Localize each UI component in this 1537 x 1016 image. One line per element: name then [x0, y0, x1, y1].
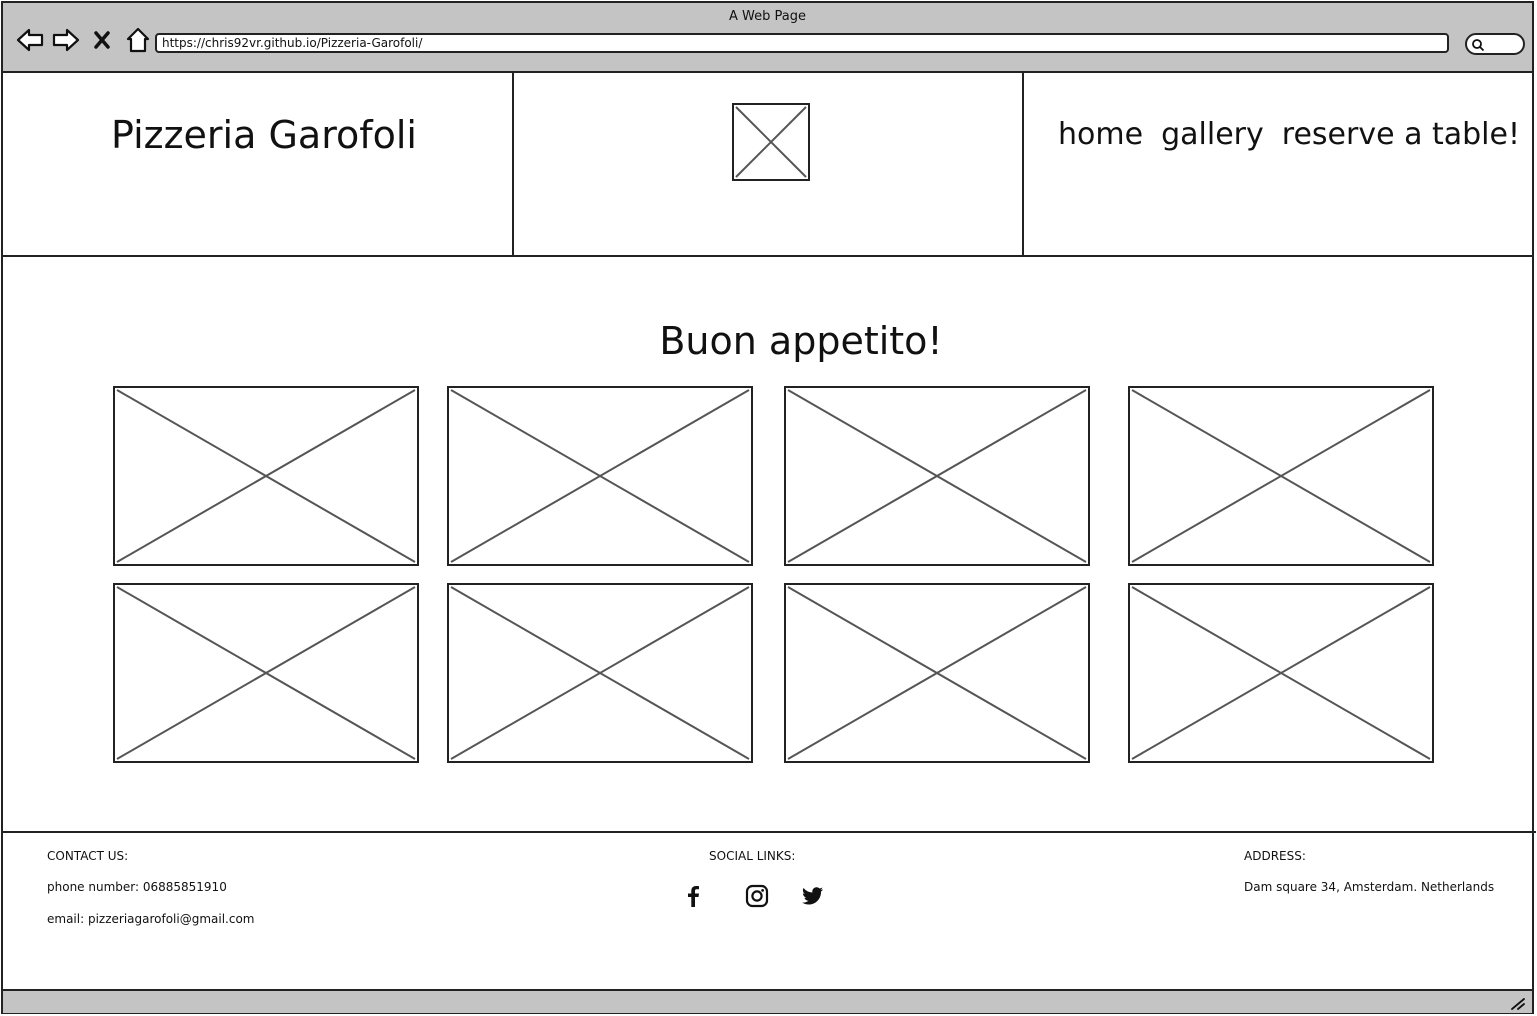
image-placeholder-icon [787, 586, 1087, 760]
image-placeholder-icon [1131, 389, 1431, 563]
header-logo-cell [514, 73, 1024, 255]
stop-icon[interactable] [87, 25, 117, 55]
gallery-image[interactable] [784, 386, 1090, 566]
header-nav-cell: home gallery reserve a table! [1024, 73, 1532, 255]
brand-name[interactable]: Pizzeria Garofoli [111, 113, 417, 157]
gallery-image[interactable] [113, 386, 419, 566]
social-heading: SOCIAL LINKS: [709, 849, 796, 863]
image-placeholder-icon[interactable] [732, 103, 810, 181]
site-header: Pizzeria Garofoli home gallery reserve a… [3, 73, 1532, 257]
contact-email[interactable]: email: pizzeriagarofoli@gmail.com [47, 912, 255, 926]
gallery-image[interactable] [1128, 386, 1434, 566]
gallery-image[interactable] [113, 583, 419, 763]
twitter-icon[interactable] [799, 883, 825, 909]
browser-nav-controls [15, 25, 153, 55]
resize-handle-icon[interactable] [1510, 996, 1526, 1010]
image-placeholder-icon [1131, 586, 1431, 760]
browser-search-field[interactable] [1465, 33, 1525, 55]
browser-chrome: A Web Page https://chris92vr.github.io/P… [3, 3, 1532, 73]
address-value: Dam square 34, Amsterdam. Netherlands [1244, 880, 1495, 894]
window-title: A Web Page [729, 9, 806, 24]
image-placeholder-icon [450, 586, 750, 760]
facebook-icon[interactable] [680, 883, 706, 909]
gallery-image[interactable] [447, 386, 753, 566]
search-icon [1472, 39, 1485, 52]
instagram-icon[interactable] [744, 883, 770, 909]
nav-reserve-table[interactable]: reserve a table! [1281, 117, 1520, 152]
home-icon[interactable] [123, 25, 153, 55]
header-brand-cell: Pizzeria Garofoli [3, 73, 514, 255]
address-heading: ADDRESS: [1244, 849, 1306, 863]
gallery-image[interactable] [1128, 583, 1434, 763]
image-placeholder-icon [450, 389, 750, 563]
image-placeholder-icon [116, 586, 416, 760]
nav-gallery[interactable]: gallery [1161, 117, 1264, 152]
nav-home[interactable]: home [1058, 117, 1144, 152]
gallery-image[interactable] [784, 583, 1090, 763]
contact-phone: phone number: 06885851910 [47, 880, 227, 894]
image-placeholder-icon [116, 389, 416, 563]
contact-heading: CONTACT US: [47, 849, 129, 863]
image-placeholder-icon [787, 389, 1087, 563]
site-footer: CONTACT US: phone number: 06885851910 em… [3, 831, 1536, 989]
page-title: Buon appetito! [659, 319, 943, 363]
main-nav: home gallery reserve a table! [1058, 117, 1520, 152]
gallery-image[interactable] [447, 583, 753, 763]
browser-status-bar [3, 989, 1532, 1013]
address-bar[interactable]: https://chris92vr.github.io/Pizzeria-Gar… [155, 33, 1449, 53]
back-icon[interactable] [15, 25, 45, 55]
forward-icon[interactable] [51, 25, 81, 55]
